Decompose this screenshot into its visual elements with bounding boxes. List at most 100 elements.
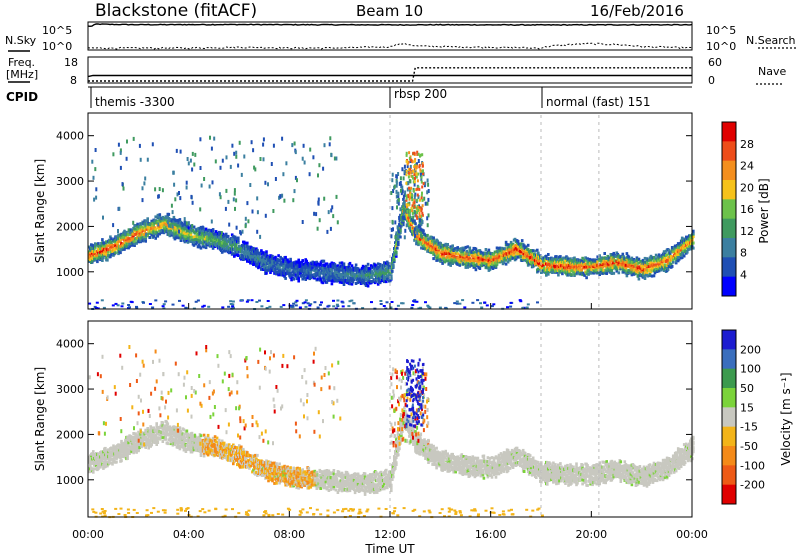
power-cell xyxy=(393,250,396,254)
power-cell xyxy=(564,259,567,263)
power-scatter xyxy=(262,142,265,147)
power-ground xyxy=(260,305,264,308)
power-cell xyxy=(339,268,343,272)
power-cell xyxy=(131,229,134,232)
power-cell xyxy=(556,264,559,268)
power-scatter xyxy=(417,159,420,163)
power-plume xyxy=(407,216,410,220)
power-plume xyxy=(422,172,425,176)
power-cell xyxy=(106,244,109,248)
power-ground xyxy=(93,305,97,308)
power-ground xyxy=(320,301,323,304)
power-scatter xyxy=(397,197,400,202)
power-cell xyxy=(381,270,385,274)
velocity-cell xyxy=(127,441,130,445)
power-cell xyxy=(192,225,196,229)
power-cell xyxy=(437,253,440,257)
power-plume xyxy=(417,208,420,212)
power-scatter xyxy=(250,140,253,145)
power-cell xyxy=(351,280,355,284)
power-cell xyxy=(687,247,690,251)
power-cell xyxy=(561,272,564,276)
power-plume xyxy=(420,209,423,213)
power-cell xyxy=(660,257,664,261)
power-cell xyxy=(668,260,672,264)
power-scatter xyxy=(239,231,242,236)
power-scatter xyxy=(419,173,422,178)
power-scatter xyxy=(395,231,398,236)
power-ground xyxy=(268,305,272,308)
power-scatter xyxy=(179,196,182,201)
power-cell xyxy=(680,238,684,242)
power-cell xyxy=(188,235,192,239)
power-cell xyxy=(88,245,91,249)
power-cell xyxy=(646,274,650,278)
power-cell xyxy=(648,268,652,272)
power-cell xyxy=(180,226,184,230)
power-ground xyxy=(413,299,417,302)
power-scatter xyxy=(119,148,122,153)
power-ground xyxy=(114,302,118,305)
power-cell xyxy=(495,246,499,250)
power-cell xyxy=(574,258,577,262)
power-plume xyxy=(408,157,411,160)
power-cell xyxy=(105,240,108,244)
velocity-cell xyxy=(95,463,98,467)
power-cell xyxy=(391,269,394,273)
power-cell xyxy=(441,261,444,265)
power-cell xyxy=(471,249,475,253)
power-cell xyxy=(244,241,247,245)
power-cell xyxy=(670,264,674,268)
power-ground xyxy=(304,305,308,308)
power-cell xyxy=(110,240,113,244)
power-cell xyxy=(549,264,552,267)
power-scatter xyxy=(420,233,422,238)
power-cell xyxy=(677,256,681,259)
power-cell xyxy=(129,231,132,235)
power-cell xyxy=(525,260,529,264)
power-cell xyxy=(211,246,215,250)
power-cell xyxy=(373,266,377,270)
power-ground xyxy=(332,305,336,308)
ytick-label: 1000 xyxy=(56,266,84,279)
power-cell xyxy=(278,266,281,270)
power-plume xyxy=(411,212,414,215)
power-plume xyxy=(413,201,416,205)
power-cell xyxy=(224,232,228,236)
power-cell xyxy=(573,265,576,269)
power-scatter xyxy=(174,197,177,202)
power-cell xyxy=(451,262,454,265)
power-cell xyxy=(250,259,253,263)
power-cell xyxy=(627,257,631,261)
power-cell xyxy=(370,270,374,274)
power-scatter xyxy=(191,151,194,156)
power-cell xyxy=(154,227,157,231)
power-cell xyxy=(383,280,386,284)
power-cell xyxy=(504,258,508,262)
power-cell xyxy=(658,259,662,262)
power-cell xyxy=(456,252,459,256)
power-ground xyxy=(390,301,394,303)
power-cell xyxy=(432,236,435,240)
power-cell xyxy=(466,245,470,249)
power-cell xyxy=(585,259,588,263)
power-cell xyxy=(692,241,695,245)
power-scatter xyxy=(281,136,284,141)
power-cell xyxy=(529,252,533,256)
power-cell xyxy=(194,230,198,234)
power-cell xyxy=(471,257,475,261)
power-cell xyxy=(519,242,523,246)
power-cell xyxy=(428,238,431,242)
power-cell xyxy=(555,255,558,259)
power-scatter xyxy=(405,223,408,228)
power-ground xyxy=(521,306,525,309)
power-cell xyxy=(578,267,581,270)
power-scatter xyxy=(330,208,333,213)
power-scatter xyxy=(394,220,397,225)
power-scatter xyxy=(241,229,244,234)
power-cell xyxy=(309,273,313,277)
power-scatter xyxy=(413,210,416,214)
power-cell xyxy=(107,248,110,252)
power-cell xyxy=(152,229,155,233)
power-cell xyxy=(503,247,507,251)
